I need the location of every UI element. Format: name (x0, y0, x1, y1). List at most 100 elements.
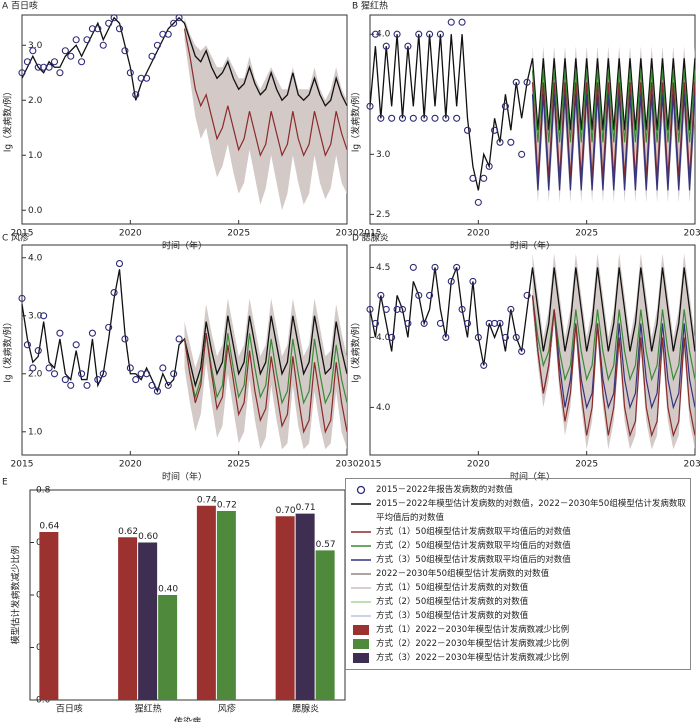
legend-item: 方式（1）50组模型估计发病数的对数值 (350, 581, 686, 595)
observed-point (453, 263, 461, 271)
observed-point (463, 319, 472, 327)
plot-frame (21, 244, 348, 456)
legend-item: 方式（1）2022－2030年模型估计发病数减少比例 (350, 623, 686, 637)
observed-point (132, 376, 140, 384)
y-tick-label: 3.0 (28, 41, 43, 51)
observed-point (105, 19, 113, 27)
x-tick-label: 2030 (336, 460, 359, 470)
legend-swatch (353, 653, 369, 663)
observed-point (388, 333, 396, 341)
bar (216, 511, 236, 700)
observed-point (523, 291, 531, 299)
x-tick-label: 2025 (575, 460, 598, 470)
observed-point (143, 74, 151, 82)
legend-label: 方式（3）2022－2030年模型估计发病数减少比例 (376, 653, 570, 663)
ensemble-band (184, 298, 347, 450)
series-line (183, 333, 348, 434)
observed-point (34, 347, 42, 355)
y-tick-label: 1.0 (28, 151, 43, 161)
series-line (369, 267, 696, 366)
series-line (531, 82, 696, 179)
observed-point (518, 347, 526, 355)
panel-label: D 腮腺炎 (352, 232, 389, 244)
observed-point (393, 305, 401, 313)
y-axis-label: lg（发病数/例） (2, 87, 14, 152)
observed-point (469, 277, 477, 285)
y-axis-label: lg（发病数/例） (350, 87, 362, 152)
observed-point (29, 47, 37, 55)
y-tick-label: 2.0 (28, 96, 43, 106)
observed-point (409, 114, 417, 122)
observed-point (99, 370, 107, 378)
y-axis-label: lg（发病数/例） (2, 317, 14, 382)
observed-point (110, 14, 118, 22)
observed-point (94, 376, 102, 384)
bar (138, 542, 158, 700)
y-tick-label: 3.0 (376, 150, 391, 160)
observed-point (415, 30, 423, 38)
observed-point (99, 41, 107, 49)
legend-item: 方式（3）50组模型估计发病数的对数值 (350, 609, 686, 623)
bar-value-label: 0.72 (217, 501, 237, 511)
observed-point (496, 138, 504, 146)
observed-point (126, 364, 134, 372)
series-line (531, 70, 696, 143)
legend-swatch (351, 531, 371, 533)
panel-label: A 百日咳 (2, 0, 38, 12)
observed-point (175, 14, 183, 22)
legend-swatch (353, 639, 369, 649)
bar (39, 532, 59, 700)
observed-point (153, 387, 161, 395)
y-tick-label: 1.0 (28, 427, 43, 437)
observed-point (29, 364, 37, 372)
observed-point (458, 305, 466, 313)
legend-swatch (356, 485, 366, 495)
bar-value-label: 0.62 (118, 527, 138, 537)
plot-frame (369, 14, 696, 225)
bar-value-label: 0.74 (197, 495, 217, 505)
observed-point (463, 126, 472, 134)
bar (196, 505, 216, 700)
legend-label: 方式（3）50组模型估计发病数取平均值后的对数值 (376, 555, 571, 565)
observed-point (45, 63, 53, 71)
panel-label: B 猩红热 (352, 0, 388, 12)
series-line (531, 94, 696, 191)
observed-point (61, 47, 69, 55)
observed-point (480, 361, 488, 369)
bar (275, 516, 295, 700)
observed-point (50, 58, 59, 66)
y-axis-label: 模型估计发病数减少比例 (10, 545, 22, 644)
observed-point (458, 18, 466, 26)
bar (158, 595, 178, 700)
y-axis-label: lg（发病数/例） (350, 317, 362, 382)
observed-point (72, 341, 80, 349)
legend-marker (353, 625, 369, 635)
observed-point (501, 333, 509, 341)
x-axis-label: 传染病 (174, 716, 201, 722)
series-line (183, 28, 348, 157)
x-tick-label: 百日咳 (56, 703, 83, 715)
legend-swatch (351, 587, 371, 589)
observed-point (23, 58, 31, 66)
y-tick-label: 4.0 (28, 253, 43, 263)
x-tick-label: 2020 (467, 229, 490, 239)
observed-point (523, 78, 531, 86)
legend-item: 方式（1）50组模型估计发病数取平均值后的对数值 (350, 525, 686, 539)
observed-point (382, 42, 390, 50)
observed-point (415, 291, 423, 299)
bar-value-label: 0.60 (138, 532, 158, 542)
x-tick-label: 2030 (684, 229, 700, 239)
observed-point (88, 329, 96, 337)
observed-point (393, 30, 401, 38)
observed-point (137, 370, 145, 378)
legend-label: 方式（3）50组模型估计发病数的对数值 (376, 611, 529, 621)
legend-label: 方式（2）2022－2030年模型估计发病数减少比例 (376, 639, 570, 649)
x-tick-label: 2025 (227, 460, 250, 470)
legend-swatch (351, 545, 371, 547)
observed-point (371, 319, 379, 327)
bar (118, 537, 138, 700)
observed-point (436, 30, 444, 38)
legend-swatch (351, 503, 371, 505)
x-tick-label: 2015 (11, 229, 34, 239)
